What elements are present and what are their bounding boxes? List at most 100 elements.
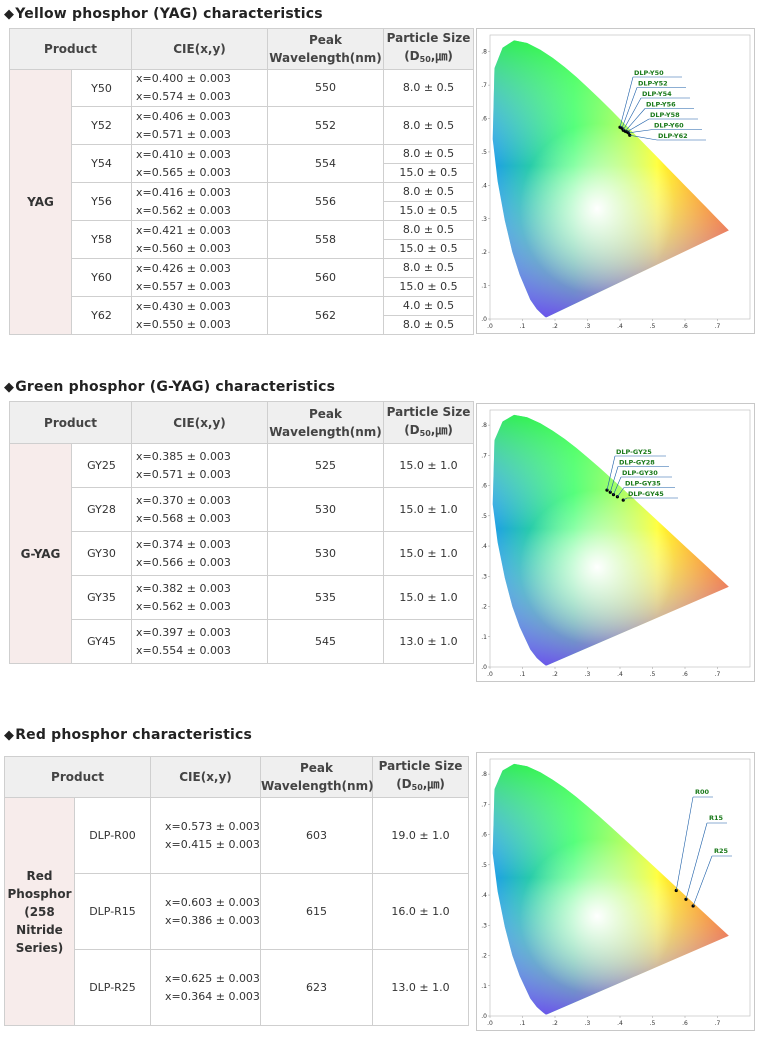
y-tick-label: .2 xyxy=(481,604,487,611)
y-tick-label: .2 xyxy=(481,953,487,960)
data-point xyxy=(626,131,631,135)
y-tick-label: .8 xyxy=(481,49,487,56)
cie-cell: x=0.406 ± 0.003 x=0.571 ± 0.003 xyxy=(131,106,269,145)
leader-line xyxy=(619,76,634,128)
table-header-row: Product CIE(x,y) Peak Wavelength(nm) Part… xyxy=(8,401,475,444)
x-tick-label: .4 xyxy=(617,1020,623,1027)
leader-line xyxy=(685,822,708,900)
header-cie: CIE(x,y) xyxy=(131,401,269,444)
product-cell: Y58 xyxy=(70,220,133,259)
x-tick-label: .1 xyxy=(520,671,526,678)
cie-cell: x=0.410 ± 0.003 x=0.565 ± 0.003 xyxy=(131,144,269,183)
point-label: DLP-Y50 xyxy=(634,69,664,77)
yag-table: Product CIE(x,y) Peak Wavelength(nm) Part… xyxy=(8,28,475,335)
x-tick-label: .7 xyxy=(715,1020,721,1027)
x-tick-label: .5 xyxy=(650,323,656,330)
x-tick-label: .0 xyxy=(487,1020,493,1027)
size-cell: 8.0 ± 0.5 xyxy=(383,220,475,240)
data-point xyxy=(674,888,678,893)
product-cell: Y60 xyxy=(70,258,133,297)
peak-cell: 560 xyxy=(267,258,385,297)
red-section-title: ◆Red phosphor characteristics xyxy=(4,727,253,743)
size-cell: 15.0 ± 0.5 xyxy=(383,277,475,297)
x-tick-label: .6 xyxy=(682,1020,688,1027)
product-cell: Y52 xyxy=(70,106,133,145)
header-product: Product xyxy=(3,756,152,798)
y-tick-label: .4 xyxy=(481,543,487,550)
x-tick-label: .7 xyxy=(715,323,721,330)
y-tick-label: .2 xyxy=(481,249,487,256)
peak-cell: 552 xyxy=(267,106,385,145)
y-tick-label: .6 xyxy=(481,832,487,839)
size-cell: 15.0 ± 1.0 xyxy=(383,531,475,576)
product-cell: GY28 xyxy=(70,487,133,532)
peak-cell: 603 xyxy=(260,797,374,874)
peak-cell: 623 xyxy=(260,949,374,1026)
x-tick-label: .1 xyxy=(520,1020,526,1027)
cie-cell: x=0.382 ± 0.003 x=0.562 ± 0.003 xyxy=(131,575,269,620)
size-cell: 8.0 ± 0.5 xyxy=(383,315,475,335)
cie-cell: x=0.625 ± 0.003 x=0.364 ± 0.003 xyxy=(150,949,262,1026)
x-tick-label: .5 xyxy=(650,671,656,678)
gyag-table: Product CIE(x,y) Peak Wavelength(nm) Part… xyxy=(8,401,475,664)
peak-cell: 535 xyxy=(267,575,385,620)
leader-line xyxy=(622,97,642,131)
y-tick-label: .6 xyxy=(481,483,487,490)
leader-line xyxy=(609,466,619,493)
size-cell: 4.0 ± 0.5 xyxy=(383,296,475,316)
y-tick-label: .7 xyxy=(481,82,487,89)
x-tick-label: .4 xyxy=(617,671,623,678)
table-row: Y62 x=0.430 ± 0.003 x=0.550 ± 0.003 562 4… xyxy=(10,296,475,335)
size-cell: 15.0 ± 0.5 xyxy=(383,239,475,259)
point-label: DLP-GY45 xyxy=(628,490,664,498)
yag-cie-chart: .0 .1 .2 .3 .4 .5 .6 .7 .0 .1 .2 .3 .4 .5 .6 .7 .8 DLP-Y5… xyxy=(476,28,755,334)
x-tick-label: .3 xyxy=(585,323,591,330)
y-tick-label: .6 xyxy=(481,116,487,123)
point-label: DLP-Y52 xyxy=(638,80,668,88)
product-cell: GY45 xyxy=(70,619,133,664)
peak-cell: 530 xyxy=(267,531,385,576)
peak-cell: 556 xyxy=(267,182,385,221)
x-tick-label: .7 xyxy=(715,671,721,678)
y-tick-label: .1 xyxy=(481,634,487,641)
cie-cell: x=0.400 ± 0.003 x=0.574 ± 0.003 xyxy=(131,69,269,107)
table-row: Red Phosphor (258 Nitride Series) DLP-R00 x=… xyxy=(4,797,470,1026)
product-cell: GY35 xyxy=(70,575,133,620)
diamond-bullet-icon: ◆ xyxy=(4,728,15,743)
header-product: Product xyxy=(8,401,133,444)
header-particle-size: Particle Size (D50,㎛) xyxy=(372,756,470,798)
table-row: GY28 x=0.370 ± 0.003 x=0.568 ± 0.003 530 … xyxy=(10,487,475,532)
leader-line xyxy=(606,455,616,491)
y-tick-label: .7 xyxy=(481,452,487,459)
peak-cell: 525 xyxy=(267,443,385,488)
y-tick-label: .1 xyxy=(481,283,487,290)
y-tick-label: .0 xyxy=(481,664,487,671)
product-cell: DLP-R00 xyxy=(73,797,152,874)
size-cell: 15.0 ± 1.0 xyxy=(383,575,475,620)
peak-cell: 550 xyxy=(267,69,385,107)
diamond-bullet-icon: ◆ xyxy=(4,7,15,22)
table-row: DLP-R15 x=0.603 ± 0.003 x=0.386 ± 0.003 6… xyxy=(5,873,470,950)
y-tick-label: .7 xyxy=(481,801,487,808)
data-point xyxy=(611,493,616,497)
gyag-section-title: ◆Green phosphor (G-YAG) characteristics xyxy=(4,379,336,395)
header-product: Product xyxy=(8,28,133,70)
point-label: R00 xyxy=(695,788,710,796)
table-header-row: Product CIE(x,y) Peak Wavelength(nm) Part… xyxy=(3,756,470,798)
point-label: DLP-GY35 xyxy=(625,480,661,488)
product-cell: Y62 xyxy=(70,296,133,335)
size-cell: 8.0 ± 0.5 xyxy=(383,69,475,107)
point-label: DLP-GY30 xyxy=(622,469,658,477)
product-cell: Y50 xyxy=(70,69,133,107)
header-cie: CIE(x,y) xyxy=(131,28,269,70)
table-row: GY30 x=0.374 ± 0.003 x=0.566 ± 0.003 530 … xyxy=(10,531,475,576)
cie-cell: x=0.426 ± 0.003 x=0.557 ± 0.003 xyxy=(131,258,269,297)
data-point xyxy=(605,488,609,492)
cie-diagram-svg: .0 .1 .2 .3 .4 .5 .6 .7 .0 .1 .2 .3 .4 .5 .6 .7 .8 R00 R15… xyxy=(481,758,751,1027)
group-label: G-YAG xyxy=(9,443,72,664)
y-tick-label: .8 xyxy=(481,422,487,429)
size-cell: 19.0 ± 1.0 xyxy=(372,797,470,874)
size-cell: 16.0 ± 1.0 xyxy=(372,873,470,950)
leader-line xyxy=(692,855,713,907)
table-row: DLP-R25 x=0.625 ± 0.003 x=0.364 ± 0.003 6… xyxy=(5,949,470,1026)
